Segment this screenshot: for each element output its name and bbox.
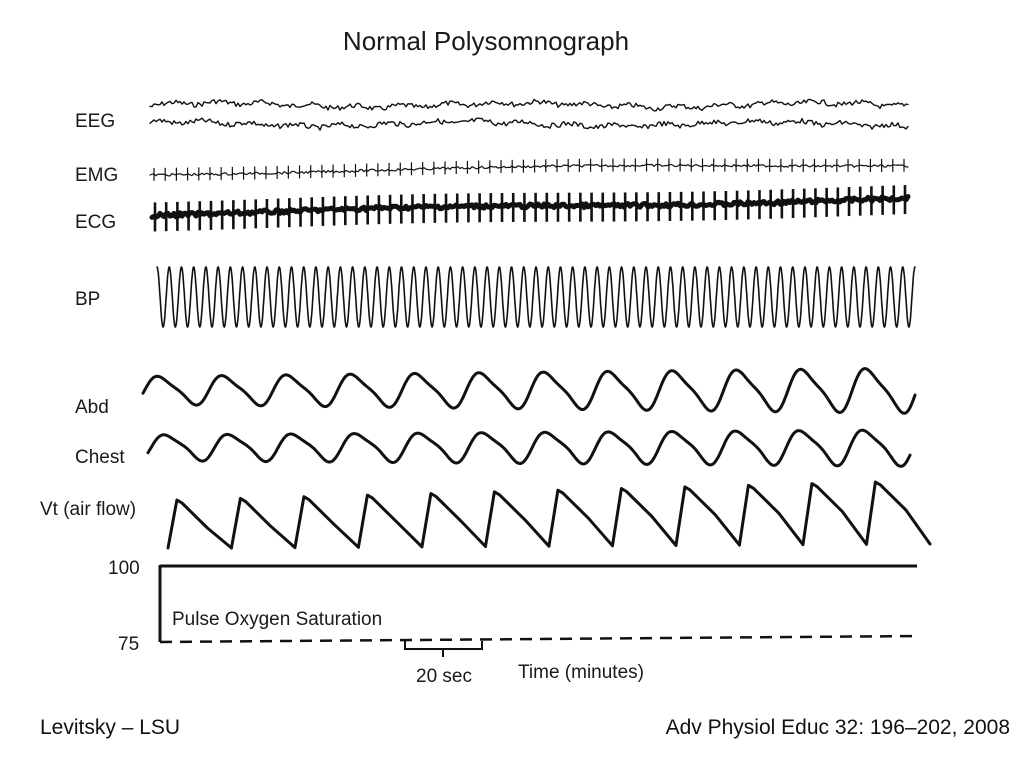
polysomnograph-chart: Normal Polysomnograph EEG EMG ECG BP Abd… (40, 26, 932, 687)
x-axis-label: Time (minutes) (518, 662, 644, 683)
emg-trace (149, 163, 909, 177)
spo2-ymax-label: 100 (108, 558, 140, 579)
eeg-trace-1 (149, 98, 909, 112)
channel-label-ecg: ECG (75, 212, 116, 233)
channel-label-abd: Abd (75, 397, 109, 418)
chest-trace (146, 428, 912, 468)
spo2-ymin-label: 75 (118, 634, 139, 655)
channel-label-emg: EMG (75, 165, 118, 186)
spo2-label: Pulse Oxygen Saturation (172, 609, 382, 630)
channel-label-bp: BP (75, 289, 100, 310)
trace-group (141, 98, 932, 657)
footer-author: Levitsky – LSU (40, 716, 181, 739)
scale-bar-label: 20 sec (416, 666, 472, 687)
spo2-baseline (159, 634, 921, 644)
channel-label-vt: Vt (air flow) (40, 499, 136, 520)
bp-trace (156, 266, 916, 328)
abd-trace (141, 367, 917, 415)
chart-title: Normal Polysomnograph (343, 26, 629, 56)
scale-bar-bracket (404, 641, 483, 657)
vt-trace (166, 480, 932, 550)
channel-label-eeg: EEG (75, 111, 115, 132)
eeg-trace-2 (149, 117, 909, 131)
footer-citation: Adv Physiol Educ 32: 196–202, 2008 (665, 716, 1010, 739)
channel-label-chest: Chest (75, 447, 125, 468)
ecg-trace (149, 194, 911, 220)
